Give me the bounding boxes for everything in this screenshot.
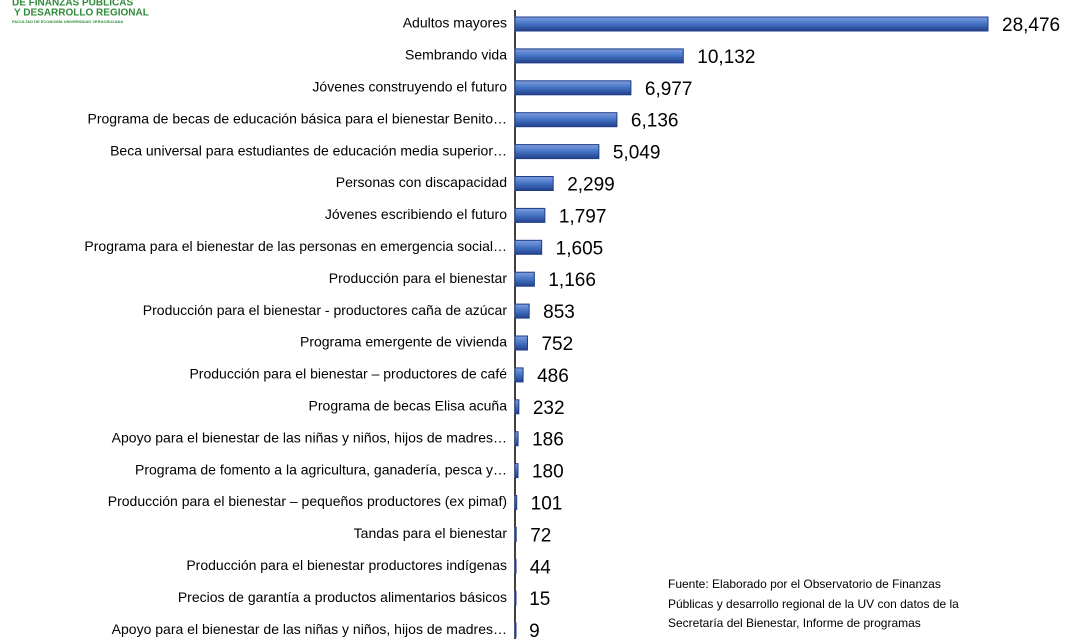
bar	[514, 399, 520, 415]
source-note: Fuente: Elaborado por el Observatorio de…	[668, 577, 941, 591]
category-label: Producción para el bienestar – pequeños …	[108, 493, 507, 509]
value-label: 1,605	[556, 238, 604, 259]
value-label: 180	[532, 462, 564, 483]
category-label: Beca universal para estudiantes de educa…	[110, 142, 507, 158]
category-label: Producción para el bienestar - productor…	[143, 302, 508, 318]
bar	[514, 144, 600, 160]
value-label: 2,299	[567, 175, 615, 196]
value-label: 44	[530, 557, 552, 578]
value-label: 28,476	[1002, 15, 1060, 36]
category-label: Producción para el bienestar productores…	[186, 557, 507, 573]
category-label: Tandas para el bienestar	[354, 525, 508, 541]
value-label: 1,797	[559, 206, 607, 227]
source-note: Públicas y desarrollo regional de la UV …	[668, 597, 959, 611]
bar	[514, 558, 517, 574]
category-label: Jóvenes construyendo el futuro	[312, 79, 507, 95]
bar	[514, 271, 535, 287]
value-label: 232	[533, 398, 565, 419]
value-label: 486	[537, 366, 569, 387]
category-label: Programa de becas de educación básica pa…	[88, 110, 507, 126]
value-label: 752	[541, 334, 573, 355]
category-label: Precios de garantía a productos alimenta…	[178, 589, 507, 605]
category-label: Apoyo para el bienestar de las niñas y n…	[112, 621, 507, 637]
bar	[514, 431, 519, 447]
category-label: Producción para el bienestar	[329, 270, 508, 286]
logo-text: DE FINANZAS PÚBLICAS	[12, 0, 133, 9]
bar	[514, 16, 989, 32]
category-label: Producción para el bienestar – productor…	[189, 366, 507, 382]
bar	[514, 590, 517, 606]
bar	[514, 335, 528, 351]
category-label: Programa de fomento a la agricultura, ga…	[135, 461, 507, 477]
bar	[514, 112, 618, 128]
category-label: Programa de becas Elisa acuña	[309, 398, 508, 414]
value-label: 101	[531, 494, 563, 515]
value-label: 186	[532, 430, 564, 451]
logo-text: Y DESARROLLO REGIONAL	[14, 8, 149, 19]
bar	[514, 48, 684, 64]
bar	[514, 207, 546, 223]
category-label: Programa emergente de vivienda	[300, 334, 507, 350]
bar	[514, 622, 517, 638]
value-label: 6,136	[631, 111, 679, 132]
logo-text: FACULTAD DE ECONOMÍA UNIVERSIDAD VERACRU…	[12, 19, 123, 24]
category-label: Programa para el bienestar de las person…	[84, 238, 507, 254]
bar	[514, 367, 524, 383]
value-label: 5,049	[613, 143, 661, 164]
value-label: 9	[529, 621, 540, 639]
bar	[514, 463, 519, 479]
bar	[514, 239, 543, 255]
category-label: Jóvenes escribiendo el futuro	[325, 206, 507, 222]
value-label: 853	[543, 302, 575, 323]
bar	[514, 176, 554, 191]
value-label: 10,132	[697, 47, 755, 68]
value-label: 6,977	[645, 79, 693, 100]
value-label: 72	[530, 525, 551, 546]
category-label: Apoyo para el bienestar de las niñas y n…	[112, 429, 507, 445]
bar	[514, 80, 632, 96]
source-note: Secretaría del Bienestar, Informe de pro…	[668, 616, 921, 630]
value-label: 15	[529, 589, 550, 610]
category-label: Personas con discapacidad	[336, 174, 507, 190]
category-label: Sembrando vida	[405, 47, 507, 63]
bar	[514, 526, 517, 542]
bar	[514, 495, 518, 510]
value-label: 1,166	[548, 270, 596, 291]
bar	[514, 303, 530, 319]
category-label: Adultos mayores	[403, 15, 507, 31]
